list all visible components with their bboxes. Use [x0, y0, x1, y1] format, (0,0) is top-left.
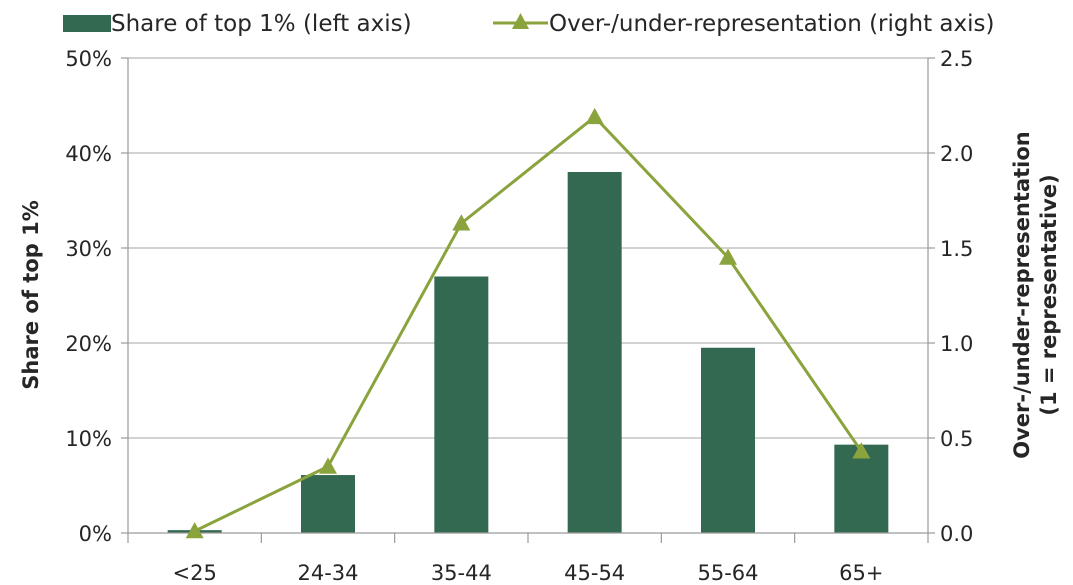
line-point-marker [852, 442, 871, 459]
x-tick-label: 24-34 [297, 561, 358, 585]
right-tick-label: 2.0 [940, 142, 973, 166]
bar-series [167, 172, 889, 533]
line-point-marker [719, 248, 737, 265]
legend-line-label: Over-/under-representation (right axis) [549, 11, 994, 37]
right-tick-labels: 0.0 0.5 1.0 1.5 2.0 2.5 [928, 47, 973, 546]
right-tick-label: 1.5 [940, 237, 973, 261]
bar [301, 475, 355, 533]
axes [127, 58, 929, 543]
left-tick-label: 20% [65, 332, 112, 356]
legend: Share of top 1% (left axis) Over-/under-… [63, 11, 994, 37]
left-tick-label: 40% [65, 142, 112, 166]
x-tick-label: 45-54 [564, 561, 625, 585]
left-tick-label: 10% [65, 427, 112, 451]
x-tick-label: 65+ [839, 561, 883, 585]
x-tick-labels: <25 24-34 35-44 45-54 55-64 65+ [173, 561, 884, 585]
line-series [185, 107, 871, 539]
left-tick-label: 50% [65, 47, 112, 71]
bar [834, 444, 889, 533]
line-point-marker [319, 457, 337, 474]
right-tick-label: 0.0 [940, 522, 973, 546]
legend-triangle-marker [512, 13, 529, 29]
right-tick-label: 1.0 [940, 332, 973, 356]
line-point-marker [185, 522, 204, 539]
legend-bar-swatch [63, 15, 111, 32]
x-tick-label: 55-64 [697, 561, 758, 585]
right-axis-title-line2: (1 = representative) [1037, 174, 1061, 415]
left-tick-labels: 0% 10% 20% 30% 40% 50% [65, 47, 128, 546]
legend-bar-label: Share of top 1% (left axis) [111, 11, 412, 37]
x-tick-label: <25 [173, 561, 217, 585]
x-tick-label: 35-44 [431, 561, 492, 585]
right-tick-label: 0.5 [940, 427, 973, 451]
line-point-marker [585, 107, 604, 125]
bar [567, 172, 622, 533]
bar [434, 276, 489, 533]
gridlines [128, 57, 928, 439]
left-tick-label: 30% [65, 237, 112, 261]
right-axis-title-line1: Over-/under-representation [1010, 131, 1034, 459]
line-point-marker [452, 214, 471, 231]
bar [701, 347, 755, 533]
series-line [194, 115, 863, 533]
left-axis-title: Share of top 1% [19, 200, 43, 390]
left-tick-label: 0% [79, 522, 112, 546]
right-tick-label: 2.5 [940, 47, 973, 71]
